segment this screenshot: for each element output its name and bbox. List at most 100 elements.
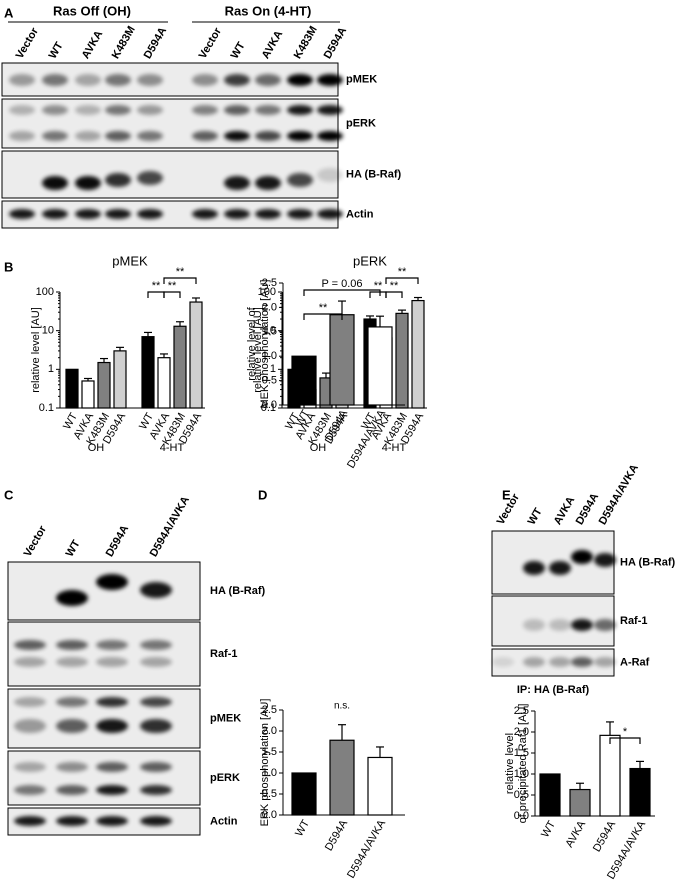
lane-label: AVKA: [80, 29, 106, 61]
lane-label: Vector: [14, 25, 42, 61]
bar: [367, 756, 393, 816]
chart-title: pMEK: [112, 253, 148, 268]
lane-label: Vector: [197, 25, 225, 61]
band: [571, 619, 593, 631]
annotation: **: [374, 280, 383, 292]
band: [287, 74, 313, 86]
y-tick-label: 0.0: [262, 399, 277, 411]
band: [42, 209, 68, 219]
annotation: **: [168, 280, 177, 292]
blot: [491, 530, 615, 595]
y-tick-label: 1.0: [262, 767, 277, 779]
band: [224, 176, 250, 190]
lane-label: D594A/AVKA: [597, 462, 641, 527]
bar: [329, 739, 355, 816]
band: [96, 785, 128, 795]
blot-label: pMEK: [210, 712, 241, 724]
band: [56, 640, 88, 650]
band: [317, 209, 343, 219]
lane-label: WT: [47, 40, 66, 61]
bar: [329, 314, 355, 406]
blot: [1, 150, 339, 199]
bar: [113, 350, 127, 409]
band: [287, 105, 313, 115]
x-tick-label: WT: [539, 819, 558, 840]
bar: [173, 325, 187, 409]
bracket: [163, 277, 197, 284]
bracket: [147, 291, 165, 298]
bracket: [609, 737, 641, 744]
blot-label: HA (B-Raf): [620, 556, 676, 568]
band: [14, 697, 46, 707]
band: [105, 209, 131, 219]
blot-label: pMEK: [346, 73, 377, 85]
band: [56, 719, 88, 733]
lane-label: K483M: [292, 24, 320, 61]
bar: [629, 767, 651, 817]
blot-label: HA (B-Raf): [210, 585, 266, 597]
bar: [189, 301, 203, 409]
chart-title: pERK: [353, 253, 387, 268]
x-tick-label: D594A/AVKA: [345, 817, 388, 880]
band: [140, 785, 172, 795]
band: [14, 785, 46, 795]
band: [549, 657, 571, 667]
bracket: [303, 313, 343, 320]
band: [56, 785, 88, 795]
lane-label: D594A: [104, 523, 132, 559]
blot: [7, 750, 201, 806]
band: [96, 640, 128, 650]
band: [75, 74, 101, 86]
lane-label: AVKA: [552, 495, 578, 527]
y-tick-label: 0.5: [262, 375, 277, 387]
band: [255, 131, 281, 141]
band: [75, 131, 101, 141]
lane-label: Vector: [22, 523, 50, 559]
band: [523, 657, 545, 667]
bar: [569, 788, 591, 817]
band: [523, 619, 545, 631]
band: [9, 74, 35, 86]
band: [594, 553, 616, 567]
band: [42, 176, 68, 190]
panel-label: A: [4, 5, 14, 20]
y-tick-label: 1.0: [262, 350, 277, 362]
band: [192, 131, 218, 141]
y-tick-label: 0.1: [39, 402, 54, 414]
group-label: OH: [88, 442, 105, 454]
x-tick-label: D594A: [591, 818, 619, 854]
y-axis-label: relative level: [504, 733, 516, 794]
band: [140, 640, 172, 650]
lane-label: WT: [526, 506, 545, 527]
y-tick-label: 0.1: [261, 402, 276, 414]
band: [137, 171, 163, 185]
y-tick-label: 0.0: [262, 809, 277, 821]
lane-label: WT: [229, 40, 248, 61]
blot-label: HA (B-Raf): [346, 168, 402, 180]
group-header: Ras Off (OH): [53, 3, 131, 18]
lane-label: K483M: [110, 24, 138, 61]
y-axis-label: MEK phosphorylation [AU]: [259, 279, 271, 408]
blot-label: pERK: [346, 117, 376, 129]
y-tick-label: 1.0: [514, 768, 529, 780]
blot: [1, 62, 339, 97]
band: [96, 574, 128, 590]
annotation: **: [390, 280, 399, 292]
band: [549, 561, 571, 575]
band: [14, 816, 46, 826]
band: [317, 74, 343, 86]
lane-label: D594A: [322, 25, 350, 61]
band: [56, 590, 88, 606]
band: [140, 762, 172, 772]
y-tick-label: 1.5: [262, 746, 277, 758]
group-label: 4-HT: [382, 442, 407, 454]
bar: [367, 326, 393, 406]
lane-label: D594A/AVKA: [148, 494, 192, 559]
bar: [539, 773, 561, 817]
bar: [65, 368, 79, 409]
y-tick-label: 2.0: [514, 726, 529, 738]
bar: [291, 772, 317, 816]
band: [317, 131, 343, 141]
band: [549, 619, 571, 631]
y-tick-label: 10: [264, 325, 276, 337]
